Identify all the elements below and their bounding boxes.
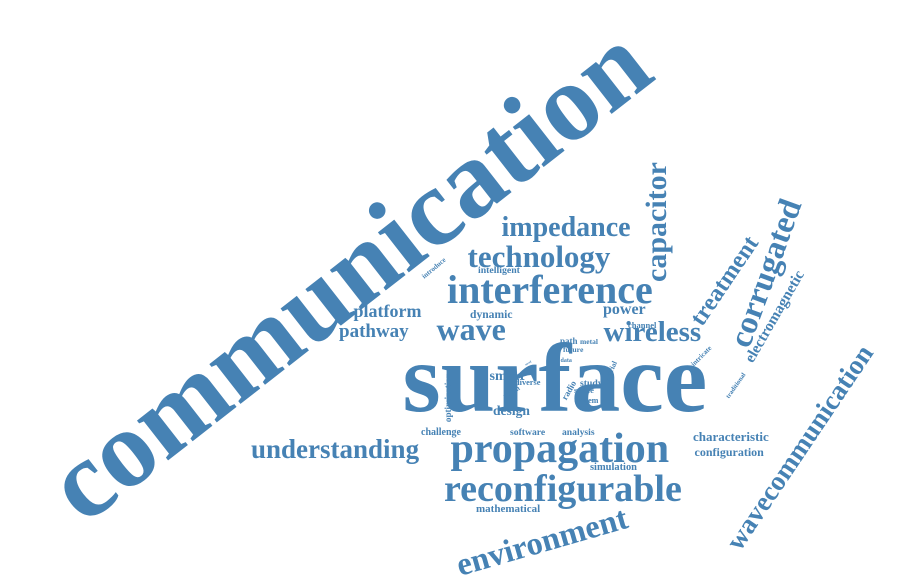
- word-system: system: [575, 395, 599, 405]
- word-metal: metal: [580, 336, 598, 346]
- word-wave: wave: [436, 311, 506, 347]
- word-diverse: diverse: [515, 378, 541, 387]
- word-analysis: analysis: [562, 427, 595, 438]
- word-challenge: challenge: [421, 427, 461, 438]
- word-traditional: traditional: [724, 371, 748, 400]
- word-simulation: simulation: [590, 462, 637, 473]
- word-impedance: impedance: [501, 212, 631, 243]
- word-configuration: configuration: [694, 445, 764, 459]
- word-power: power: [603, 301, 646, 318]
- word-software: software: [510, 427, 546, 438]
- word-pathway: pathway: [339, 321, 409, 342]
- word-interference: interference: [447, 267, 653, 312]
- word-data: data: [560, 357, 572, 364]
- word-reconfigurable: reconfigurable: [444, 468, 682, 510]
- word-dynamic: dynamic: [470, 308, 513, 321]
- word-understanding: understanding: [251, 434, 420, 464]
- word-smart: smart: [489, 369, 525, 384]
- word-platform: platform: [353, 301, 422, 321]
- word-propagation: propagation: [450, 426, 670, 472]
- word-characteristic: characteristic: [693, 429, 769, 444]
- word-optimization: optimization: [442, 373, 453, 423]
- word-capacitor: capacitor: [639, 162, 673, 282]
- word-study: study: [580, 377, 603, 389]
- word-channel: channel: [628, 319, 657, 330]
- word-mathematical: mathematical: [476, 503, 541, 515]
- word-technology: technology: [467, 239, 611, 274]
- word-intelligent: intelligent: [478, 264, 520, 276]
- word-space: space: [574, 385, 594, 395]
- word-wireless: wireless: [603, 316, 702, 348]
- word-future: future: [563, 345, 584, 354]
- word-path: path: [560, 336, 578, 346]
- word-design: design: [493, 403, 530, 418]
- word-surface: surface: [402, 325, 708, 433]
